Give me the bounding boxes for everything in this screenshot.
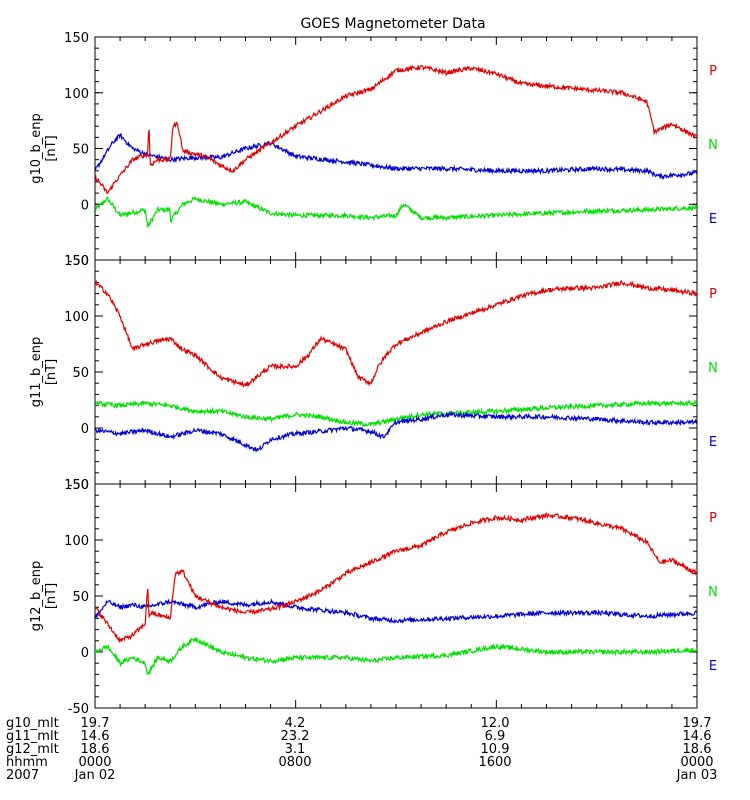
footer-row-label: g11_mlt xyxy=(6,729,59,744)
y-tick-label: 100 xyxy=(64,87,89,102)
legend-P: P xyxy=(709,287,717,302)
legend-N: N xyxy=(708,361,718,376)
footer-value: 3.1 xyxy=(284,742,306,757)
footer-value: 6.9 xyxy=(484,729,506,744)
panel-2: -50 0 50 100 150 g11_b_enp [nT] P N E xyxy=(29,254,718,493)
y-tick-label: 50 xyxy=(72,590,89,605)
panel-1: -50 0 50 100 150 g10_b_enp [nT] P N E xyxy=(29,31,718,269)
series-E-line xyxy=(95,410,697,453)
footer-value: Jan 03 xyxy=(676,768,718,783)
series-P-line xyxy=(95,279,697,388)
footer-value: 19.7 xyxy=(682,716,712,731)
footer-value: 19.7 xyxy=(80,716,110,731)
y-tick-label: -50 xyxy=(68,702,89,717)
series-N-line xyxy=(95,398,697,428)
series-P-line xyxy=(95,64,697,195)
footer-value: 18.6 xyxy=(682,742,712,757)
footer-value: 14.6 xyxy=(80,729,110,744)
y-axis-unit: [nT] xyxy=(44,135,59,161)
footer-value: 0000 xyxy=(78,755,112,770)
plot-frame xyxy=(94,483,698,709)
chart-title: GOES Magnetometer Data xyxy=(300,16,485,32)
y-tick-label: 150 xyxy=(64,254,89,269)
legend-P: P xyxy=(709,64,717,79)
footer-row-label: g12_mlt xyxy=(6,742,59,757)
y-axis-label: g12_b_enp xyxy=(29,561,44,632)
footer-row-label: g10_mlt xyxy=(6,716,59,731)
legend-P: P xyxy=(709,511,717,526)
footer-value: 23.2 xyxy=(280,729,310,744)
footer-row-label: hhmm xyxy=(6,755,48,770)
series-E-line xyxy=(95,598,697,624)
y-tick-label: 50 xyxy=(72,143,89,158)
footer-value: 10.9 xyxy=(480,742,510,757)
y-tick-label: 50 xyxy=(72,366,89,381)
footer-value: 1600 xyxy=(478,755,512,770)
y-tick-label: 0 xyxy=(81,422,89,437)
y-axis-label: g11_b_enp xyxy=(29,337,44,408)
plot-frame xyxy=(94,259,698,485)
footer-value: 4.2 xyxy=(284,716,306,731)
footer-value: Jan 02 xyxy=(74,768,116,783)
footer-value: 0800 xyxy=(278,755,312,770)
y-tick-label: -50 xyxy=(68,478,89,493)
y-tick-label: 150 xyxy=(64,31,89,46)
series-N-line xyxy=(95,196,697,228)
footer-value: 18.6 xyxy=(80,742,110,757)
y-axis-label: g10_b_enp xyxy=(29,113,44,184)
legend-E: E xyxy=(709,435,717,450)
footer-row-label: 2007 xyxy=(6,768,40,783)
series-P-line xyxy=(95,512,697,643)
legend-N: N xyxy=(708,138,718,153)
y-axis-unit: [nT] xyxy=(44,359,59,385)
legend-E: E xyxy=(709,212,717,227)
footer-value: 0000 xyxy=(680,755,714,770)
y-tick-label: 100 xyxy=(64,310,89,325)
series-E-line xyxy=(95,133,697,181)
plot-frame xyxy=(94,36,698,261)
y-tick-label: 100 xyxy=(64,534,89,549)
y-tick-label: -50 xyxy=(68,254,89,269)
y-tick-label: 0 xyxy=(81,646,89,661)
y-tick-label: 0 xyxy=(81,198,89,213)
footer-value: 12.0 xyxy=(480,716,510,731)
series-N-line xyxy=(95,637,697,676)
legend-N: N xyxy=(708,585,718,600)
legend-E: E xyxy=(709,659,717,674)
panel-3: -50 0 50 100 150 g12_b_enp [nT] P N E xyxy=(29,478,718,717)
y-tick-label: 150 xyxy=(64,478,89,493)
footer-value: 14.6 xyxy=(682,729,712,744)
y-axis-unit: [nT] xyxy=(44,583,59,609)
